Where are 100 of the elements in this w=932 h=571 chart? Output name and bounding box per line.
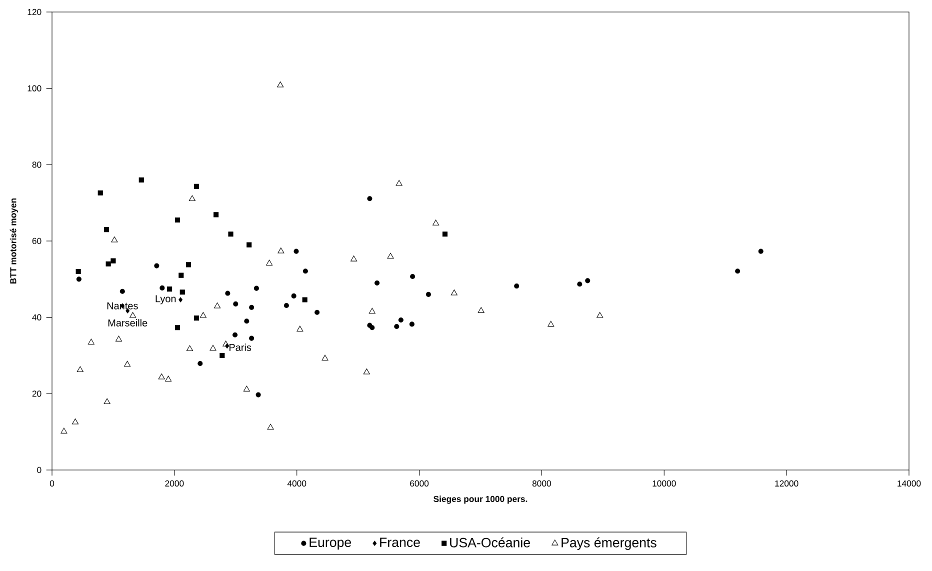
- point: [158, 374, 165, 380]
- y-tick-label: 80: [32, 162, 42, 168]
- point: [178, 272, 184, 278]
- point: [104, 227, 110, 232]
- point: [210, 344, 216, 351]
- point: [398, 317, 404, 323]
- point: [450, 290, 458, 296]
- point: [154, 263, 160, 268]
- x-tick-label: 8000: [532, 480, 552, 487]
- point: [76, 268, 81, 274]
- point: [88, 338, 94, 345]
- point: [130, 312, 136, 318]
- point: [277, 82, 284, 88]
- point: [200, 312, 206, 318]
- point: [76, 276, 82, 282]
- point: [104, 398, 110, 404]
- point: [167, 286, 172, 292]
- point: [370, 325, 375, 330]
- point: [178, 297, 183, 302]
- x-tick-label: 6000: [410, 480, 429, 487]
- point: [222, 340, 230, 346]
- point: [322, 354, 328, 361]
- y-tick-label: 0: [37, 466, 42, 474]
- y-tick-label: 120: [28, 8, 42, 16]
- point: [106, 261, 111, 266]
- point: [198, 360, 203, 366]
- point: [478, 307, 484, 313]
- annotation: Lyon: [156, 295, 176, 304]
- legend-label: Europe: [310, 538, 352, 550]
- point: [186, 345, 194, 352]
- point: [432, 220, 440, 226]
- point: [396, 180, 402, 186]
- point: [249, 336, 254, 341]
- point: [124, 360, 131, 367]
- point: [514, 283, 520, 289]
- point: [254, 286, 259, 291]
- point: [284, 302, 289, 308]
- x-axis-title: Sieges pour 1000 pers.: [434, 496, 528, 504]
- point: [735, 268, 740, 274]
- annotation: Paris: [229, 344, 252, 351]
- point: [246, 242, 252, 248]
- point: [577, 282, 582, 287]
- y-tick-label: 40: [32, 314, 42, 320]
- point: [374, 280, 380, 286]
- point: [278, 248, 284, 254]
- point: [249, 304, 254, 310]
- point: [98, 190, 103, 196]
- point: [72, 418, 79, 424]
- point: [267, 424, 274, 430]
- point: [186, 262, 192, 268]
- point: [214, 302, 221, 308]
- x-tick-label: 4000: [287, 480, 306, 487]
- point: [596, 312, 604, 318]
- point: [350, 256, 358, 262]
- point: [394, 324, 400, 330]
- point: [410, 274, 416, 280]
- point: [233, 301, 238, 306]
- point: [266, 260, 273, 266]
- point: [76, 366, 84, 372]
- point: [225, 290, 230, 296]
- point: [442, 232, 448, 237]
- x-tick-label: 0: [50, 480, 54, 487]
- point: [220, 352, 225, 358]
- point: [302, 268, 308, 274]
- x-tick-label: 14000: [898, 480, 921, 487]
- point: [294, 248, 299, 254]
- annotation: Marseille: [108, 319, 148, 326]
- point: [165, 376, 172, 382]
- point: [110, 258, 116, 264]
- point: [409, 322, 414, 327]
- point: [302, 297, 308, 302]
- point: [758, 248, 764, 254]
- point: [194, 316, 200, 321]
- point: [368, 308, 376, 314]
- point: [60, 428, 68, 434]
- y-tick-label: 60: [32, 238, 42, 244]
- point: [214, 212, 219, 218]
- legend-label: Pays émergents: [562, 537, 656, 550]
- point: [296, 326, 304, 332]
- y-tick-label: 100: [28, 85, 42, 92]
- point: [115, 336, 122, 342]
- point: [160, 285, 165, 290]
- point: [291, 293, 296, 298]
- point: [194, 184, 200, 189]
- point: [585, 278, 590, 284]
- point: [548, 320, 554, 327]
- point: [426, 292, 432, 297]
- y-axis-title: BTT motorisé moyen: [10, 198, 18, 284]
- point: [180, 290, 185, 295]
- point: [314, 310, 320, 315]
- x-tick-label: 2000: [165, 480, 184, 487]
- point: [188, 195, 196, 202]
- point: [138, 177, 144, 182]
- point: [111, 236, 118, 242]
- legend-label: USA-Océanie: [450, 537, 530, 548]
- point: [232, 332, 238, 338]
- point: [174, 217, 180, 223]
- point: [387, 252, 394, 259]
- point: [256, 392, 261, 398]
- x-tick-label: 10000: [652, 480, 676, 487]
